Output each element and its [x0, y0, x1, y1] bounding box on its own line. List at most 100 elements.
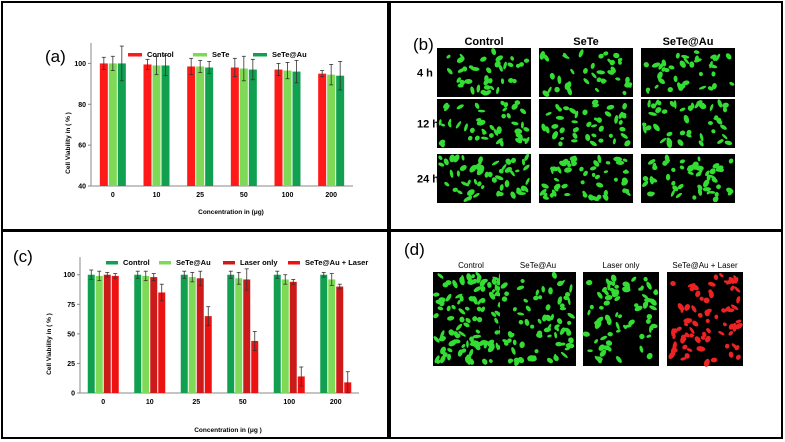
cell: [459, 79, 465, 86]
cell: [679, 130, 686, 136]
cell: [698, 140, 704, 147]
cell: [670, 189, 675, 197]
cell: [520, 185, 526, 192]
cell: [597, 291, 603, 299]
cell: [520, 121, 524, 129]
cell: [598, 138, 604, 143]
cell: [613, 52, 620, 59]
cell: [580, 180, 585, 185]
panel-a: (a) Cell Viability in ( % ) Concentratio…: [1, 1, 389, 231]
cell: [461, 154, 465, 161]
cell: [474, 135, 480, 141]
cell: [549, 72, 555, 80]
cell: [686, 129, 692, 136]
micrograph-tile: [641, 48, 735, 97]
cell: [693, 58, 702, 63]
cell: [553, 177, 560, 182]
cell: [494, 175, 504, 181]
micrograph-tile-bg: [583, 272, 659, 366]
panel_a-bar: [318, 73, 327, 186]
micrograph-row-d: (d) Control SeTe@Au Laser only SeTe@Au + La…: [404, 240, 743, 367]
cell: [512, 307, 517, 312]
cell: [597, 154, 602, 164]
cell: [488, 133, 494, 138]
panel_a-bar: [108, 63, 117, 186]
cell: [642, 180, 649, 187]
cell: [491, 160, 500, 166]
cell: [438, 155, 443, 160]
cell: [466, 273, 472, 282]
panel_c-xtick-label: 200: [330, 399, 342, 406]
cell: [651, 62, 661, 68]
cell: [588, 194, 594, 201]
cell: [548, 287, 553, 295]
cell: [470, 86, 475, 95]
cell: [552, 131, 559, 140]
cell: [689, 333, 694, 338]
cell: [468, 65, 474, 70]
cell: [555, 115, 564, 120]
cell: [511, 347, 516, 355]
panel_c-bar: [235, 278, 243, 393]
micrograph-tile-bg: [667, 272, 743, 366]
panel_a-ytick-label: 60: [78, 143, 86, 150]
cell: [645, 318, 651, 324]
cell: [675, 52, 680, 59]
cell: [457, 349, 463, 357]
cell: [443, 102, 449, 109]
panel-b-label: (b): [413, 35, 434, 54]
panel_a-xtick-label: 100: [282, 192, 294, 199]
cell: [446, 54, 451, 59]
cell: [668, 351, 676, 359]
cell: [692, 320, 699, 327]
cell: [599, 349, 607, 357]
cell: [543, 327, 552, 333]
cell: [675, 192, 682, 199]
cell: [453, 331, 460, 339]
panel_c-xtick-label: 10: [146, 399, 154, 406]
cell: [511, 103, 518, 110]
cell: [585, 279, 593, 286]
cell: [624, 189, 631, 196]
cell: [466, 340, 469, 348]
cell: [468, 348, 474, 357]
cell: [707, 121, 713, 125]
cell: [516, 187, 522, 195]
cell: [624, 169, 628, 174]
cell: [545, 314, 552, 322]
cell: [480, 306, 486, 313]
cell: [728, 323, 735, 330]
cell: [446, 305, 451, 312]
cell: [488, 359, 493, 363]
cell: [523, 164, 530, 171]
cell: [542, 195, 549, 200]
micrograph-tile: [667, 272, 743, 367]
cell: [614, 284, 619, 289]
cell: [448, 118, 452, 126]
cell: [603, 190, 608, 197]
panel_c-ytick-label: 100: [63, 272, 75, 279]
panel_a-legend-swatch: [193, 53, 207, 57]
panel_a-legend-swatch: [128, 53, 142, 57]
cell: [582, 331, 590, 337]
cell: [500, 78, 505, 85]
panel_c-legend-label: SeTe@Au: [176, 258, 211, 267]
cell: [619, 126, 626, 132]
micrograph-tile: [539, 99, 633, 148]
cell: [564, 292, 571, 297]
cell: [615, 312, 619, 318]
cell: [724, 306, 731, 312]
cell: [649, 298, 657, 306]
cell: [661, 59, 667, 67]
cell: [449, 169, 454, 178]
panel_c-bar: [289, 281, 297, 393]
cell: [694, 336, 701, 343]
cell: [504, 180, 510, 188]
cell: [615, 356, 622, 363]
cell: [622, 90, 627, 96]
cell: [583, 78, 590, 85]
cell: [452, 187, 458, 192]
cell: [646, 352, 653, 360]
cell: [455, 323, 463, 331]
cell: [437, 273, 444, 279]
